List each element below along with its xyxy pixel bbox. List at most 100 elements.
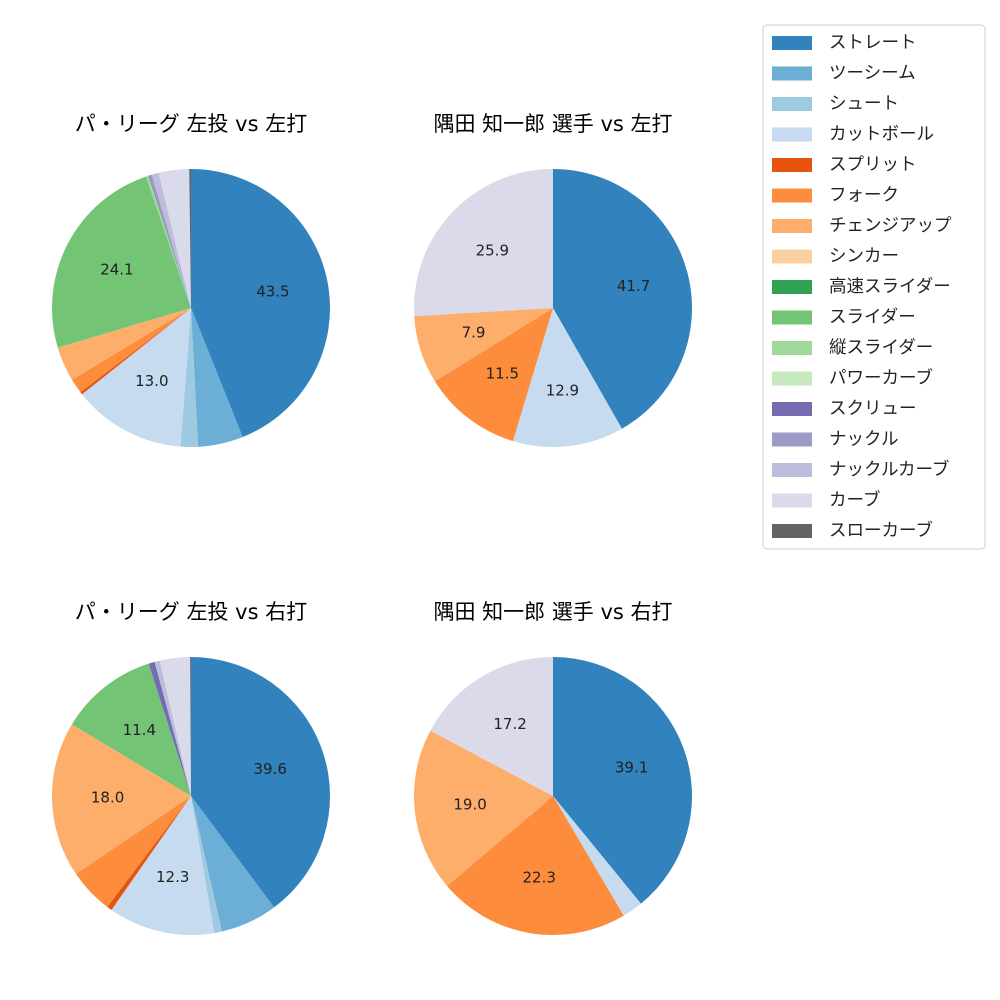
legend-swatch [772, 402, 812, 416]
pie-slice [190, 656, 191, 796]
legend-swatch [772, 97, 812, 111]
pie-chart-1: パ・リーグ 左投 vs 左打 43.5 13.0 24.1 [52, 112, 330, 448]
pie-slice [154, 660, 191, 796]
legend: ストレートツーシームシュートカットボールスプリットフォークチェンジアップシンカー… [762, 24, 986, 550]
pie-slice [148, 175, 191, 308]
pie-slice [52, 724, 192, 874]
pie-slice-label: 22.3 [522, 869, 555, 887]
pie-slice [434, 308, 553, 442]
legend-item: ストレート [772, 33, 917, 53]
pie-slice [151, 172, 191, 308]
pie-title: パ・リーグ 左投 vs 右打 [75, 600, 307, 624]
pie-slice-label: 11.5 [486, 365, 519, 383]
pie-slice [553, 796, 641, 916]
pie-slice-label: 41.7 [617, 277, 650, 295]
pie-slice [148, 661, 191, 796]
legend-label: パワーカーブ [829, 368, 933, 389]
legend-label: ストレート [829, 33, 917, 53]
legend-label: シンカー [829, 247, 899, 267]
pie-chart-2: 隅田 知一郎 選手 vs 左打 41.7 12.9 11.5 7.9 25.9 [414, 112, 692, 447]
legend-label: 縦スライダー [829, 338, 933, 358]
legend-item: カーブ [772, 490, 880, 511]
pie-title: パ・リーグ 左投 vs 左打 [75, 112, 307, 136]
pie-slice [71, 308, 191, 393]
legend-swatch [772, 127, 812, 142]
pie-slice [145, 175, 191, 308]
pie-slice [57, 308, 192, 380]
legend-item: パワーカーブ [772, 368, 933, 389]
pie-slice-label: 39.1 [615, 759, 648, 777]
legend-label: スライダー [829, 308, 916, 328]
pie-slice [111, 796, 215, 936]
pie-slice [82, 308, 191, 447]
legend-item: チェンジアップ [772, 216, 952, 236]
legend-swatch [772, 280, 812, 294]
pie-slice [191, 308, 243, 447]
legend-swatch [772, 432, 812, 447]
legend-swatch [772, 493, 812, 508]
legend-swatch [772, 158, 812, 172]
pie-chart-4: 隅田 知一郎 選手 vs 右打 39.1 22.3 19.0 17.2 [413, 600, 693, 935]
legend-item: ナックルカーブ [772, 459, 949, 480]
pie-charts: パ・リーグ 左投 vs 左打 43.5 13.0 24.1 隅田 知一郎 選手 vs 左… [52, 112, 693, 936]
legend-swatch [772, 188, 812, 203]
legend-item: スローカーブ [772, 520, 933, 541]
legend-label: ナックル [829, 430, 898, 450]
pie-slice [159, 657, 191, 796]
legend-item: スプリット [772, 155, 917, 175]
pie-chart-3: パ・リーグ 左投 vs 右打 39.6 12.3 18.0 11.4 [52, 600, 331, 936]
legend-item: カットボール [772, 125, 934, 145]
legend-label: スプリット [829, 155, 917, 175]
pie-slice [80, 308, 191, 395]
legend-swatch [772, 310, 812, 325]
pie-slice-label: 18.0 [91, 789, 124, 807]
legend-frame [762, 24, 986, 550]
legend-item: フォーク [772, 186, 899, 206]
pie-slice-label: 24.1 [100, 260, 133, 278]
legend-label: シュート [829, 94, 899, 114]
legend-item: ツーシーム [772, 64, 916, 84]
pie-slice [180, 308, 199, 448]
legend-label: スクリュー [829, 399, 917, 419]
pie-slice [512, 308, 622, 447]
pie-slice-label: 43.5 [256, 283, 289, 301]
legend-swatch [772, 219, 812, 233]
pie-slice-label: 11.4 [123, 721, 156, 739]
legend-swatch [772, 371, 812, 386]
pie-slice [447, 796, 624, 935]
legend-swatch [772, 524, 812, 538]
pie-title: 隅田 知一郎 選手 vs 右打 [433, 600, 672, 624]
pie-slice [553, 657, 693, 904]
pie-slice [430, 656, 553, 796]
pie-slice-label: 7.9 [462, 324, 486, 342]
pie-slice [191, 657, 331, 908]
legend-item: シンカー [772, 247, 899, 267]
pie-slice-label: 12.9 [546, 381, 579, 399]
pie-slice [75, 796, 191, 907]
pie-slice-label: 25.9 [476, 241, 509, 259]
legend-swatch [772, 463, 812, 477]
legend-item: スクリュー [772, 399, 917, 419]
pie-slice [553, 169, 692, 429]
legend-label: カットボール [829, 125, 934, 145]
pie-slice-label: 13.0 [135, 372, 168, 390]
pie-slice [191, 169, 330, 438]
pie-slice-label: 39.6 [253, 760, 286, 778]
pie-slice-label: 19.0 [453, 795, 486, 813]
pie-slice-label: 17.2 [493, 715, 526, 733]
legend-label: ツーシーム [829, 64, 916, 84]
legend-label: スローカーブ [829, 520, 933, 541]
legend-label: チェンジアップ [829, 216, 952, 236]
legend-item: スライダー [772, 308, 916, 328]
pie-slice [107, 796, 191, 910]
pie-slice [414, 308, 553, 382]
legend-item: シュート [772, 94, 899, 114]
legend-swatch [772, 66, 812, 81]
pie-slice [71, 663, 191, 796]
pie-slice [149, 174, 191, 308]
legend-swatch [772, 36, 812, 50]
legend-item: 縦スライダー [772, 338, 933, 358]
legend-label: カーブ [829, 490, 880, 511]
legend-swatch [772, 341, 812, 355]
